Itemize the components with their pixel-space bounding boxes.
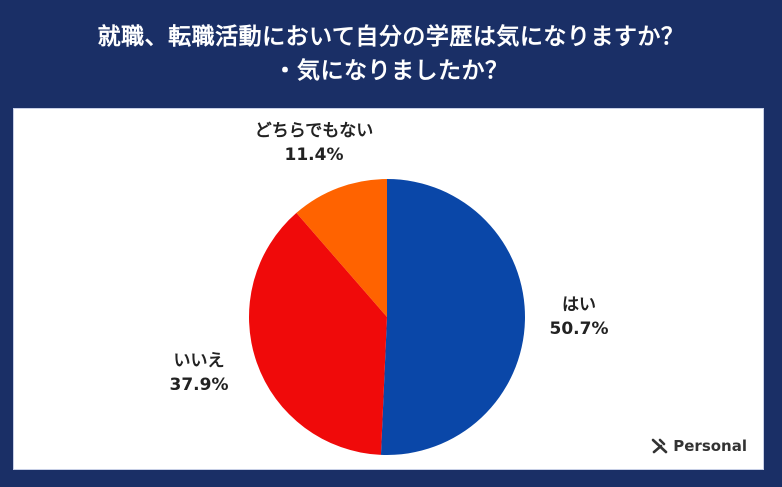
pie-slices [248,179,525,455]
pie-slice-0 [380,179,525,455]
chart-panel: どちらでもない 11.4% はい 50.7% いいえ 37.9% Persona… [13,108,764,470]
label-hai: はい 50.7% [529,293,629,341]
pie-chart [248,179,525,455]
label-hai-value: 50.7% [549,319,609,339]
pie-slice-2 [296,179,387,317]
label-iie-name: いいえ [173,351,225,371]
brand-name: Personal [673,437,747,455]
pie-slice-1 [248,212,387,455]
label-dochira-value: 11.4% [284,145,344,165]
label-iie: いいえ 37.9% [149,349,249,397]
personal-logo-icon [651,438,668,454]
label-hai-name: はい [562,295,596,315]
brand-logo: Personal [651,437,747,455]
label-dochira-name: どちらでもない [254,121,374,141]
label-iie-value: 37.9% [169,375,229,395]
chart-title-line-1: 就職、転職活動において自分の学歴は気になりますか？ [97,24,685,50]
chart-title-line-2: ・気になりましたか？ [273,58,509,84]
chart-title: 就職、転職活動において自分の学歴は気になりますか？ ・気になりましたか？ [0,20,782,88]
label-dochira: どちらでもない 11.4% [234,119,394,167]
